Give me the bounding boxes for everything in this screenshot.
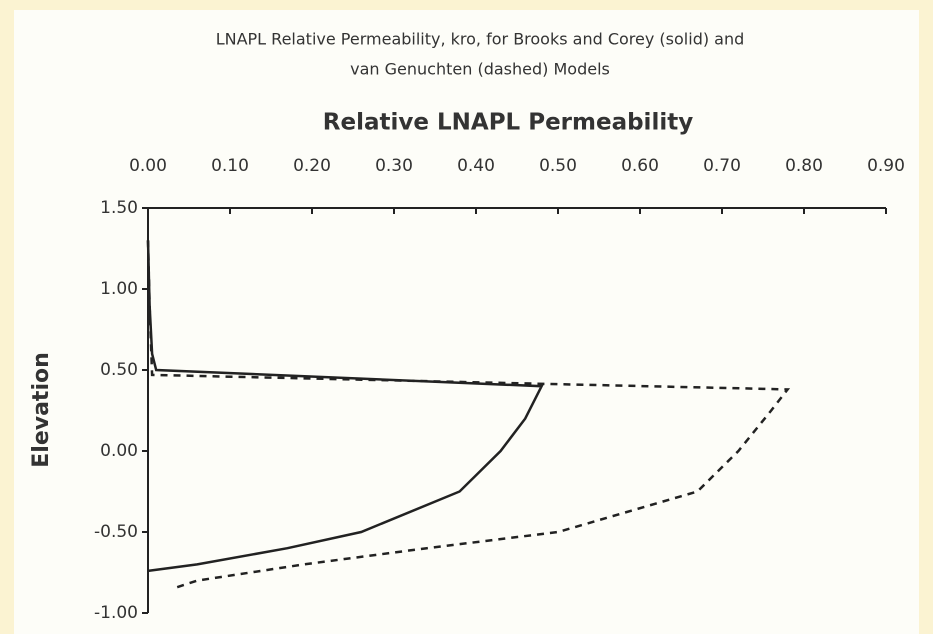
y-tick-label: -1.00 xyxy=(94,603,138,623)
line-series xyxy=(146,240,544,573)
x-tick-label: 0.20 xyxy=(293,156,331,176)
x-tick-label: 0.60 xyxy=(621,156,659,176)
panel xyxy=(14,10,919,634)
y-tick-label: 0.50 xyxy=(100,360,138,380)
x-tick-label: 0.40 xyxy=(457,156,495,176)
x-axis-title: Relative LNAPL Permeability xyxy=(323,110,693,136)
x-tick-label: 0.50 xyxy=(539,156,577,176)
x-tick-label: 0.30 xyxy=(375,156,413,176)
y-tick-label: 1.50 xyxy=(100,198,138,218)
y-axis-title: Elevation xyxy=(29,352,54,468)
line-series xyxy=(146,240,791,590)
x-tick-label: 0.80 xyxy=(785,156,823,176)
chart-title: LNAPL Relative Permeability, kro, for Br… xyxy=(216,30,745,49)
x-tick-label: 0.10 xyxy=(211,156,249,176)
y-tick-label: -0.50 xyxy=(94,522,138,542)
y-tick-label: 0.00 xyxy=(100,441,138,461)
x-tick-label: 0.90 xyxy=(867,156,905,176)
x-tick-label: 0.70 xyxy=(703,156,741,176)
chart-title: van Genuchten (dashed) Models xyxy=(350,60,610,79)
x-tick-label: 0.00 xyxy=(129,156,167,176)
y-tick-label: 1.00 xyxy=(100,279,138,299)
